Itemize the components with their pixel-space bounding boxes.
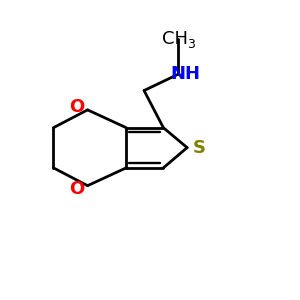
Text: O: O (70, 98, 85, 116)
Text: NH: NH (171, 65, 201, 83)
Text: CH: CH (162, 29, 188, 47)
Text: 3: 3 (187, 38, 195, 51)
Text: O: O (70, 180, 85, 198)
Text: S: S (193, 139, 206, 157)
